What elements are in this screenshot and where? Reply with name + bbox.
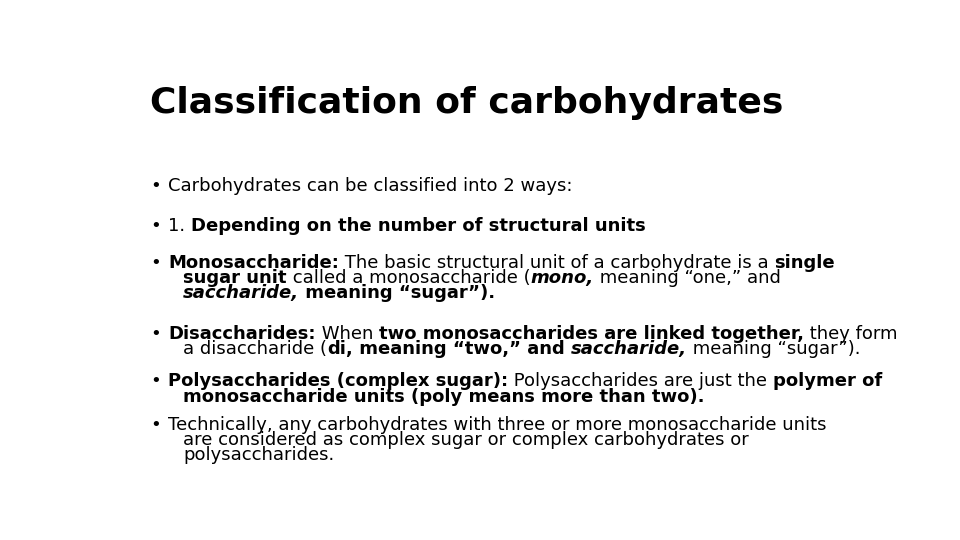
Text: are considered as complex sugar or complex carbohydrates or: are considered as complex sugar or compl… [183, 431, 749, 449]
Text: di,: di, [327, 340, 353, 357]
Text: Polysaccharides are just the: Polysaccharides are just the [509, 373, 773, 390]
Text: Classification of carbohydrates: Classification of carbohydrates [150, 85, 783, 119]
Text: mono,: mono, [530, 269, 593, 287]
Text: meaning “two,” and: meaning “two,” and [353, 340, 571, 357]
Text: meaning “one,” and: meaning “one,” and [593, 269, 780, 287]
Text: •: • [150, 325, 160, 343]
Text: called a monosaccharide (: called a monosaccharide ( [287, 269, 530, 287]
Text: The basic structural unit of a carbohydrate is a: The basic structural unit of a carbohydr… [339, 254, 775, 272]
Text: Polysaccharides (complex sugar):: Polysaccharides (complex sugar): [168, 373, 509, 390]
Text: •: • [150, 217, 160, 234]
Text: saccharide,: saccharide, [183, 284, 300, 302]
Text: single: single [775, 254, 835, 272]
Text: they form: they form [804, 325, 898, 343]
Text: meaning “sugar”).: meaning “sugar”). [300, 284, 495, 302]
Text: Carbohydrates can be classified into 2 ways:: Carbohydrates can be classified into 2 w… [168, 177, 573, 195]
Text: polysaccharides.: polysaccharides. [183, 446, 334, 464]
Text: When: When [316, 325, 379, 343]
Text: meaning “sugar”).: meaning “sugar”). [687, 340, 860, 357]
Text: monosaccharide units (poly means more than two).: monosaccharide units (poly means more th… [183, 388, 705, 406]
Text: Monosaccharide:: Monosaccharide: [168, 254, 339, 272]
Text: •: • [150, 416, 160, 434]
Text: saccharide,: saccharide, [571, 340, 687, 357]
Text: two monosaccharides are linked together,: two monosaccharides are linked together, [379, 325, 804, 343]
Text: Disaccharides:: Disaccharides: [168, 325, 316, 343]
Text: 1.: 1. [168, 217, 191, 234]
Text: Depending on the number of structural units: Depending on the number of structural un… [191, 217, 646, 234]
Text: •: • [150, 177, 160, 195]
Text: •: • [150, 254, 160, 272]
Text: sugar unit: sugar unit [183, 269, 287, 287]
Text: a disaccharide (: a disaccharide ( [183, 340, 327, 357]
Text: •: • [150, 373, 160, 390]
Text: polymer of: polymer of [773, 373, 882, 390]
Text: Technically, any carbohydrates with three or more monosaccharide units: Technically, any carbohydrates with thre… [168, 416, 827, 434]
